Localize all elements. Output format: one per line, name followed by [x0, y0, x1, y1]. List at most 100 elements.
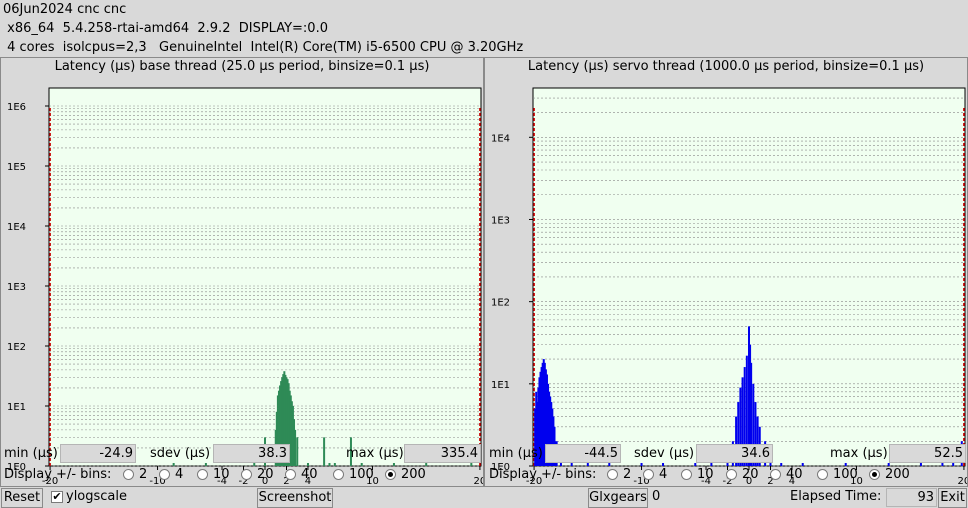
servo-bins-radio-label: 40: [786, 467, 803, 482]
ylogscale-checkbox[interactable]: ✔: [51, 490, 63, 503]
servo-bar: [544, 369, 547, 466]
servo-bins-radio-label: 100: [833, 467, 858, 482]
base-bins-radio-100[interactable]: [333, 469, 344, 480]
servo-x-tick-label: 4: [789, 476, 795, 487]
servo-bins-radio-10[interactable]: [681, 469, 692, 480]
servo-bar: [735, 416, 738, 466]
base-bar: [286, 379, 289, 466]
servo-bar: [726, 463, 729, 466]
base-bar: [282, 374, 285, 466]
system-info-line: x86_64 5.4.258-rtai-amd64 2.9.2 DISPLAY=…: [3, 21, 328, 36]
base-bar: [280, 381, 283, 466]
servo-bar: [640, 463, 643, 466]
base-bar: [289, 395, 292, 466]
base-y-tick-label: 1E5: [7, 162, 26, 173]
base-y-tick-label: 1E6: [7, 102, 26, 113]
servo-bar: [534, 408, 537, 466]
servo-x-tick-label: 10: [850, 476, 863, 487]
base-x-tick-label: 0: [262, 476, 268, 487]
base-thread-title: Latency (µs) base thread (25.0 µs period…: [54, 59, 430, 74]
servo-bins-radio-label: 200: [885, 467, 910, 482]
base-bar: [290, 401, 293, 466]
servo-bar: [710, 463, 713, 466]
base-max-label: max (µs): [346, 446, 404, 461]
servo-bins-radio-100[interactable]: [817, 469, 828, 480]
servo-bar: [559, 463, 562, 466]
reset-button[interactable]: Reset: [1, 488, 43, 508]
base-bins-radio-20[interactable]: [241, 469, 252, 480]
screenshot-button[interactable]: Screenshot: [257, 488, 333, 508]
base-min-label: min (µs): [4, 446, 58, 461]
servo-bar: [543, 362, 546, 466]
servo-bar: [547, 383, 550, 466]
servo-bar: [752, 383, 755, 466]
date-host-line: 06Jun2024 cnc cnc: [3, 2, 127, 17]
servo-bar: [844, 463, 847, 466]
base-bar: [277, 390, 280, 466]
base-bar: [281, 377, 284, 466]
base-bar: [172, 463, 175, 466]
servo-bins-radio-2[interactable]: [607, 469, 618, 480]
base-bar: [470, 463, 473, 466]
base-bar: [204, 463, 207, 466]
base-bar: [253, 463, 256, 466]
servo-bar: [749, 344, 752, 466]
base-y-tick-label: 1E0: [7, 462, 26, 473]
base-bins-radio-2[interactable]: [123, 469, 134, 480]
base-y-tick-label: 1E1: [7, 402, 26, 413]
servo-bins-radio-200[interactable]: [869, 469, 880, 480]
base-x-tick-label: 2: [283, 476, 289, 487]
servo-thread-panel: Latency (µs) servo thread (1000.0 µs per…: [484, 57, 968, 487]
servo-bins-radio-label: 20: [742, 467, 759, 482]
base-x-tick-label: -20: [42, 476, 58, 487]
servo-thread-title: Latency (µs) servo thread (1000.0 µs per…: [527, 59, 925, 74]
servo-bins-radio-label: 2: [623, 467, 632, 482]
servo-bar: [745, 355, 748, 466]
base-sdev-value: 38.3: [213, 444, 290, 463]
base-y-tick-label: 1E2: [7, 342, 26, 353]
servo-max-label: max (µs): [830, 446, 888, 461]
servo-y-tick-label: 1E1: [491, 380, 510, 391]
base-bins-radio-4[interactable]: [159, 469, 170, 480]
base-bar: [294, 429, 297, 466]
servo-bar: [887, 463, 890, 466]
base-bar: [279, 385, 282, 466]
base-bins-label: Display +/- bins:: [4, 467, 112, 482]
base-sdev-label: sdev (µs): [150, 446, 211, 461]
base-min-value: -24.9: [60, 444, 136, 463]
base-max-value: 335.4: [404, 444, 481, 463]
servo-bar: [741, 377, 744, 466]
servo-bar: [748, 326, 750, 466]
servo-bar: [743, 367, 746, 466]
servo-bins-radio-20[interactable]: [726, 469, 737, 480]
servo-bins-radio-4[interactable]: [643, 469, 654, 480]
servo-bar: [535, 391, 538, 466]
base-y-tick-label: 1E4: [7, 222, 26, 233]
base-bins-radio-40[interactable]: [285, 469, 296, 480]
servo-bar: [919, 463, 922, 466]
base-bar: [333, 463, 336, 466]
glxgears-button[interactable]: Glxgears: [588, 488, 648, 508]
base-bar: [287, 383, 290, 466]
exit-button[interactable]: Exit: [938, 488, 967, 508]
servo-sdev-label: sdev (µs): [634, 446, 695, 461]
servo-bar: [754, 402, 757, 466]
servo-bar: [769, 463, 772, 466]
servo-bar: [952, 463, 955, 466]
servo-bar: [541, 362, 544, 466]
base-bar: [425, 463, 428, 466]
base-bar: [392, 463, 395, 466]
servo-bar: [739, 387, 742, 466]
base-bar: [275, 411, 278, 466]
servo-bar: [750, 362, 753, 466]
servo-bar: [570, 463, 573, 466]
servo-bins-label: Display +/- bins:: [489, 467, 597, 482]
servo-bins-radio-40[interactable]: [770, 469, 781, 480]
base-bins-radio-10[interactable]: [197, 469, 208, 480]
base-bins-radio-200[interactable]: [385, 469, 396, 480]
servo-bar: [538, 377, 541, 466]
base-bins-radio-label: 40: [301, 467, 318, 482]
servo-sdev-value: 34.6: [696, 444, 773, 463]
